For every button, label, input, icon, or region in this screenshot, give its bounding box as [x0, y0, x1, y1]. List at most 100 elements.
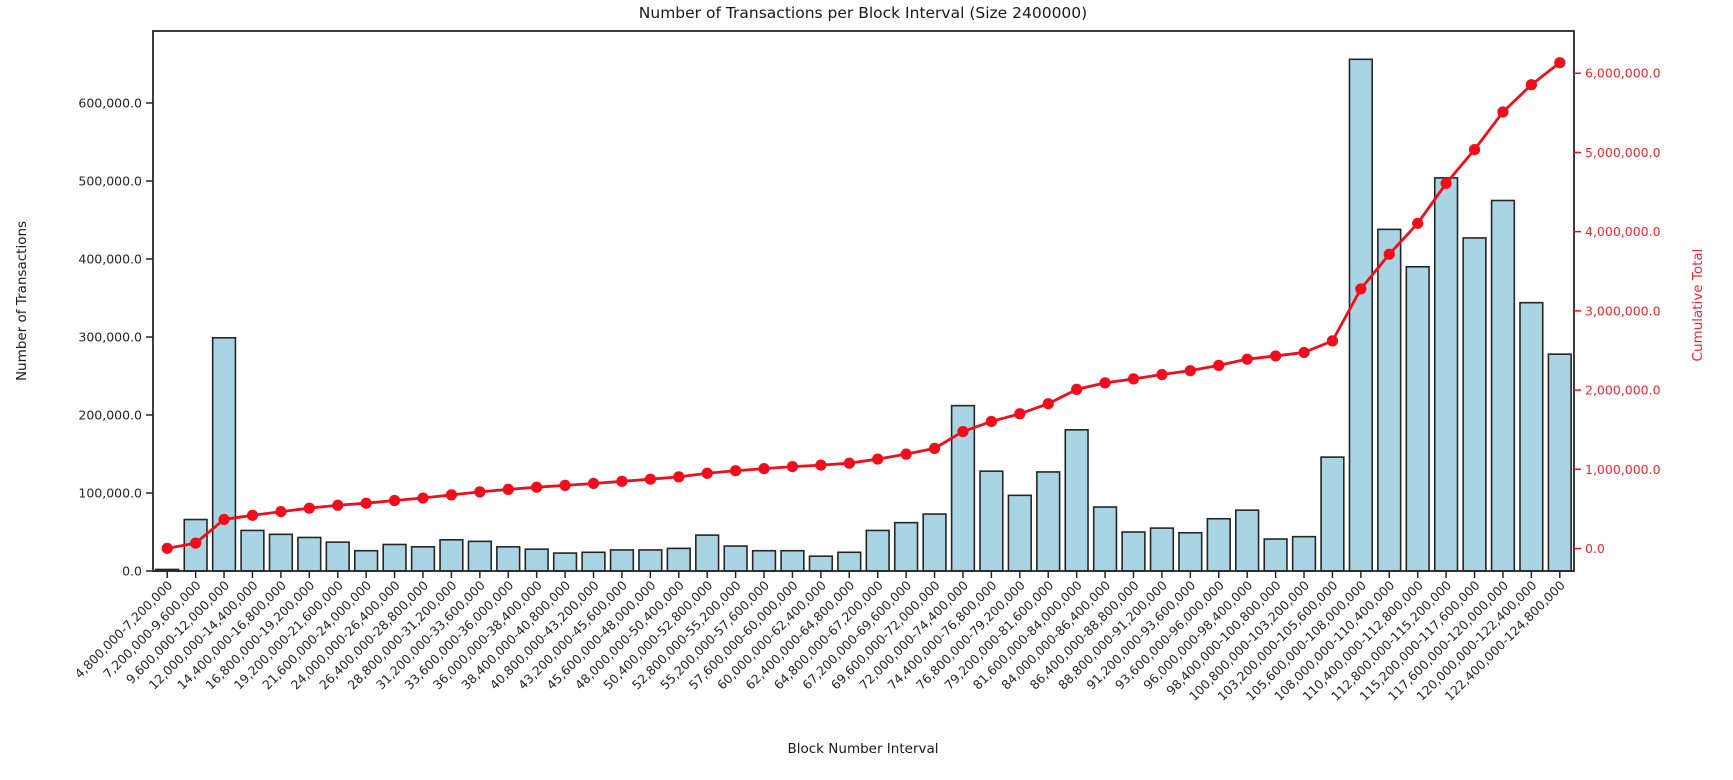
cumulative-point [559, 479, 571, 491]
bar [1490, 199, 1516, 572]
cumulative-point [1383, 248, 1395, 260]
y-right-tick-label: 3,000,000.0 [1585, 303, 1661, 318]
cumulative-point [360, 497, 372, 509]
cumulative-point [1269, 350, 1282, 362]
bars-series [155, 58, 1572, 572]
bar [581, 551, 606, 572]
cumulative-point [928, 442, 941, 454]
bar [837, 551, 862, 572]
bar [1092, 506, 1118, 572]
bar [382, 543, 407, 572]
cumulative-point [843, 457, 855, 469]
bar [780, 549, 805, 572]
y-right-tick-label: 1,000,000.0 [1585, 462, 1661, 477]
cumulative-point [673, 471, 685, 483]
bar [1178, 531, 1203, 572]
cumulative-point [275, 505, 287, 518]
bar [1519, 301, 1544, 572]
cumulative-point [1298, 346, 1310, 359]
cumulative-point [531, 481, 543, 493]
bar [808, 555, 834, 572]
bar [695, 534, 720, 572]
cumulative-point [900, 448, 912, 460]
cumulative-point [474, 486, 486, 498]
cumulative-point [786, 461, 799, 473]
bar [1320, 456, 1345, 572]
bar [1064, 429, 1089, 572]
y-axis-title-right: Cumulative Total [1690, 248, 1706, 362]
bar [751, 549, 777, 572]
bar [467, 540, 492, 572]
y-left-tick-label: 200,000.0 [78, 407, 142, 422]
x-axis: 4,800,000-7,200,0007,200,000-9,600,0009,… [72, 571, 1568, 704]
bar [609, 549, 635, 572]
cumulative-point [190, 537, 202, 549]
cumulative-point [1355, 283, 1367, 295]
cumulative-point [1440, 177, 1452, 190]
bar [1377, 228, 1402, 572]
cumulative-point [1184, 365, 1196, 377]
y-left-tick-label: 100,000.0 [78, 485, 142, 500]
y-left-tick-label: 600,000.0 [78, 95, 142, 110]
y-left-tick-label: 400,000.0 [78, 251, 142, 266]
bar [268, 533, 294, 572]
bar [297, 536, 322, 572]
bar [439, 538, 464, 572]
cumulative-point [1127, 373, 1140, 385]
cumulative-point [587, 477, 600, 490]
bar [211, 336, 237, 572]
plot-spines [152, 30, 1575, 572]
bar [524, 548, 549, 572]
bar [723, 545, 748, 572]
y-right-tick-label: 0.0 [1585, 541, 1605, 556]
cumulative-point [1156, 368, 1168, 381]
y-right-tick-label: 6,000,000.0 [1585, 66, 1661, 81]
bar [1007, 494, 1032, 572]
bar [1263, 538, 1288, 572]
cumulative-point [1326, 335, 1339, 347]
bar [1149, 527, 1175, 572]
cumulative-point [616, 475, 628, 487]
bar [638, 549, 663, 572]
cumulative-point [303, 502, 315, 514]
y-right-tick-label: 5,000,000.0 [1585, 145, 1661, 160]
cumulative-point [957, 425, 969, 438]
bar [496, 546, 521, 572]
y-right-tick-label: 2,000,000.0 [1585, 383, 1661, 398]
cumulative-point [1525, 79, 1537, 91]
cumulative-point [985, 415, 997, 428]
bar [410, 546, 436, 572]
bar [325, 541, 350, 572]
cumulative-point [815, 459, 827, 471]
bar [1121, 531, 1146, 572]
bar [1291, 535, 1317, 572]
y-left-tick-label: 500,000.0 [78, 173, 142, 188]
cumulative-point [1554, 57, 1566, 69]
cumulative-point [1241, 353, 1253, 365]
bar [1547, 353, 1572, 572]
cumulative-point [1412, 217, 1424, 229]
cumulative-point [1497, 106, 1509, 118]
bar [552, 552, 578, 572]
bar [1348, 58, 1374, 572]
cumulative-point [445, 489, 458, 501]
cumulative-point [1042, 398, 1054, 410]
cumulative-point [1071, 383, 1083, 395]
cumulative-point [872, 453, 884, 465]
bar [240, 529, 265, 572]
cumulative-point [1099, 377, 1111, 389]
cumulative-line-series [161, 57, 1566, 554]
y-left-tick-label: 0.0 [122, 564, 142, 579]
cumulative-point [417, 492, 429, 504]
bar [1206, 517, 1231, 572]
bar [1433, 177, 1459, 572]
x-axis-title: Block Number Interval [787, 741, 939, 757]
y-right-tick-label: 4,000,000.0 [1585, 224, 1661, 239]
cumulative-point [218, 513, 230, 526]
bar [893, 521, 919, 572]
y-axis-right: 0.0 1,000,000.0 2,000,000.0 3,000,000.0 4,00… [1574, 66, 1661, 556]
bar [1235, 509, 1260, 572]
cumulative-point [730, 465, 742, 477]
